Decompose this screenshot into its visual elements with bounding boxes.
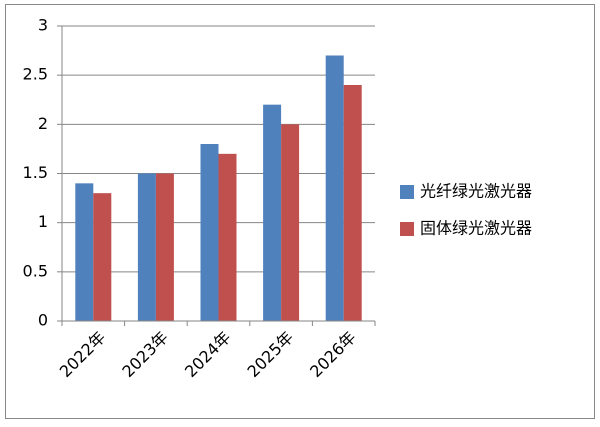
y-tick-label: 0 xyxy=(38,311,48,330)
bar xyxy=(93,193,112,321)
bar xyxy=(343,85,362,321)
y-tick-label: 2 xyxy=(38,114,48,133)
legend-label: 固体绿光激光器 xyxy=(420,219,532,238)
legend-swatch xyxy=(400,222,414,236)
bar xyxy=(155,173,174,321)
bar xyxy=(263,104,282,322)
bar xyxy=(281,124,300,321)
y-tick-label: 3 xyxy=(38,16,48,35)
y-tick-label: 1 xyxy=(38,212,48,231)
bar xyxy=(75,183,94,321)
bar xyxy=(325,55,344,321)
y-tick-label: 1.5 xyxy=(23,163,48,182)
bar xyxy=(218,153,237,321)
bar xyxy=(200,144,219,321)
y-tick-label: 0.5 xyxy=(23,261,48,280)
y-tick-label: 2.5 xyxy=(23,65,48,84)
bar xyxy=(137,173,156,321)
legend-swatch xyxy=(400,185,414,199)
legend-label: 光纤绿光激光器 xyxy=(420,182,532,201)
